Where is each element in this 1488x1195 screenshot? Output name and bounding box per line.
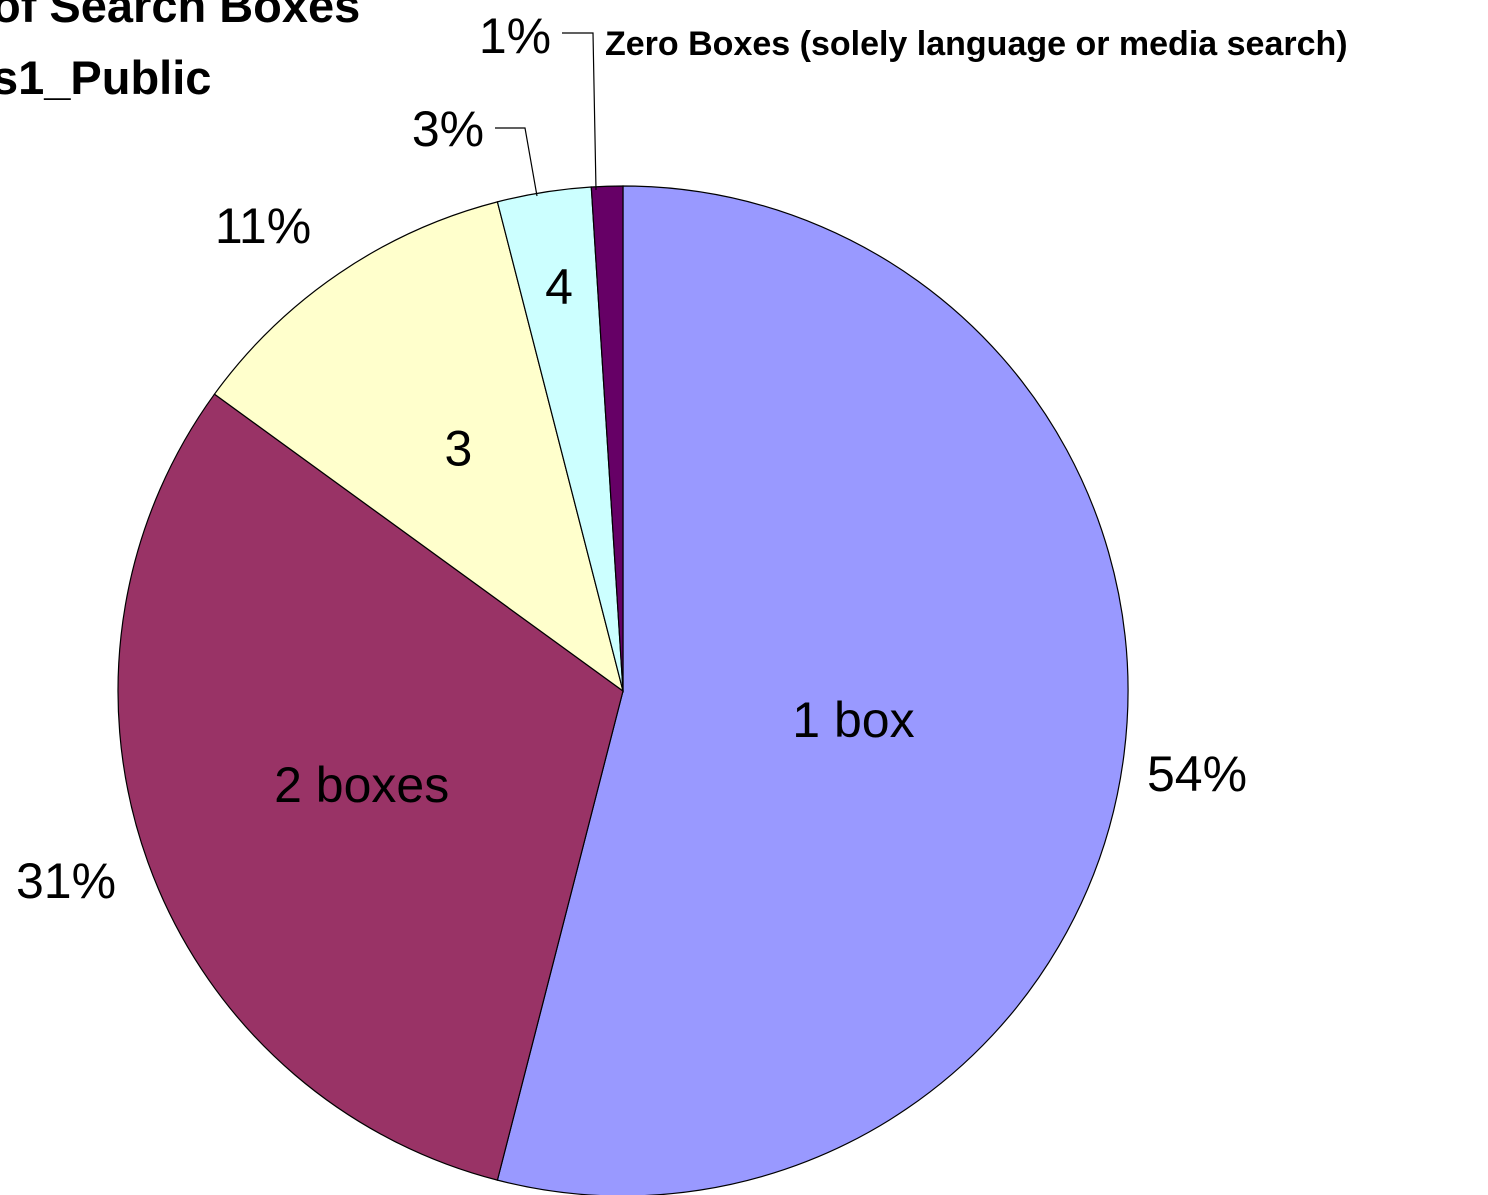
pie-labels: 1 box 54% 2 boxes 31% 3 11% 4 3% Zero Boxes (sol…	[16, 8, 1348, 909]
slice-label-4: 4	[545, 259, 573, 315]
pct-label-3: 11%	[215, 198, 311, 254]
leader-lines	[495, 32, 597, 197]
chart-title-line-1: of Search Boxes	[0, 0, 360, 32]
pct-label-zero-boxes-solely-la: 1%	[479, 8, 551, 64]
leader-line-zero-boxes-solely-la	[562, 32, 597, 191]
pct-label-2-boxes: 31%	[16, 853, 116, 909]
slice-1-box	[496, 185, 1129, 1195]
chart-title-line-2: s1_Public	[0, 51, 211, 104]
slice-label-1-box: 1 box	[792, 692, 914, 748]
slice-3	[213, 201, 624, 693]
slice-zero-boxes-solely-language-or-media-search	[590, 185, 624, 692]
pct-label-1-box: 54%	[1147, 746, 1247, 802]
pct-label-4: 3%	[412, 101, 484, 157]
leader-line-4	[495, 127, 538, 197]
slice-label-2-boxes: 2 boxes	[274, 757, 449, 813]
slice-label-3: 3	[444, 421, 472, 477]
pie-slices	[117, 185, 1129, 1195]
slice-callout-zero-boxes-solely-la: Zero Boxes (solely language or media sea…	[605, 25, 1348, 63]
slice-2-boxes	[117, 393, 624, 1181]
